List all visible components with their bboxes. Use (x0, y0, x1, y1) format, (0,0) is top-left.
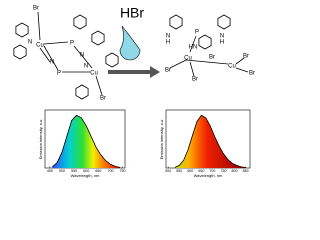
atom: N (28, 40, 32, 46)
x-tick-label: 500 (59, 169, 65, 173)
x-axis-label: Wavelength, nm (71, 173, 100, 178)
atom: Cu (36, 43, 44, 49)
atom: N (166, 34, 170, 40)
x-tick-label: 700 (209, 169, 215, 173)
atom: N (50, 60, 54, 66)
x-tick-label: 750 (220, 169, 226, 173)
spectrum-line (174, 114, 246, 168)
structure-bonds (13, 11, 249, 100)
x-tick-label: 800 (232, 169, 238, 173)
atom: N (80, 53, 84, 59)
atom: Cu (184, 56, 192, 62)
atom: N (84, 64, 88, 70)
x-tick-label: 600 (187, 169, 193, 173)
atom: Br (243, 54, 249, 60)
spectrum-area (52, 115, 121, 168)
y-axis-label: Emission intensity, a.u. (38, 119, 43, 160)
x-tick-label: 550 (71, 169, 77, 173)
x-tick-label: 650 (198, 169, 204, 173)
x-tick-label: 500 (165, 169, 171, 173)
ring (169, 14, 183, 30)
ring (75, 84, 89, 100)
atom: Cu (90, 71, 98, 77)
atom: Br (192, 77, 198, 83)
right-structure: N H P N H HN Cu Br Br Cu Br Br Br (165, 30, 255, 83)
atom: HN (189, 45, 198, 51)
ring (198, 34, 212, 50)
spectrum-line (52, 114, 121, 168)
x-axis-label: Wavelength, nm (194, 173, 223, 178)
drop (119, 25, 141, 61)
x-tick-label: 850 (243, 169, 249, 173)
atom: Cu (228, 64, 236, 70)
x-tick-label: 700 (107, 169, 113, 173)
ring (73, 14, 87, 30)
atom: P (57, 71, 61, 77)
graphical-abstract: HBr Br Cu P N N N P Cu N Br N H P N H HN… (13, 5, 255, 178)
ring (91, 30, 105, 46)
ring (15, 22, 29, 38)
ring (13, 44, 27, 60)
x-tick-label: 550 (176, 169, 182, 173)
arrow (108, 66, 160, 78)
atom: N (220, 34, 224, 40)
atom: Br (209, 55, 215, 61)
x-tick-label: 750 (120, 169, 126, 173)
ring (217, 14, 231, 30)
x-tick-label: 600 (83, 169, 89, 173)
x-tick-label: 450 (47, 169, 53, 173)
atom: Br (33, 6, 39, 12)
spectrum-area (174, 115, 246, 168)
atom: Br (100, 96, 106, 102)
atom: H (166, 40, 170, 46)
reagent: HBr (120, 5, 144, 21)
y-axis-label: Emission intensity, a.u. (159, 119, 164, 160)
atom: H (220, 40, 224, 46)
x-tick-label: 650 (95, 169, 101, 173)
atom: P (195, 30, 199, 36)
ring (105, 52, 119, 68)
atom: Br (249, 71, 255, 77)
left-structure: Br Cu P N N N P Cu N Br (28, 6, 106, 102)
atom: P (70, 41, 74, 47)
atom: Br (165, 68, 171, 74)
